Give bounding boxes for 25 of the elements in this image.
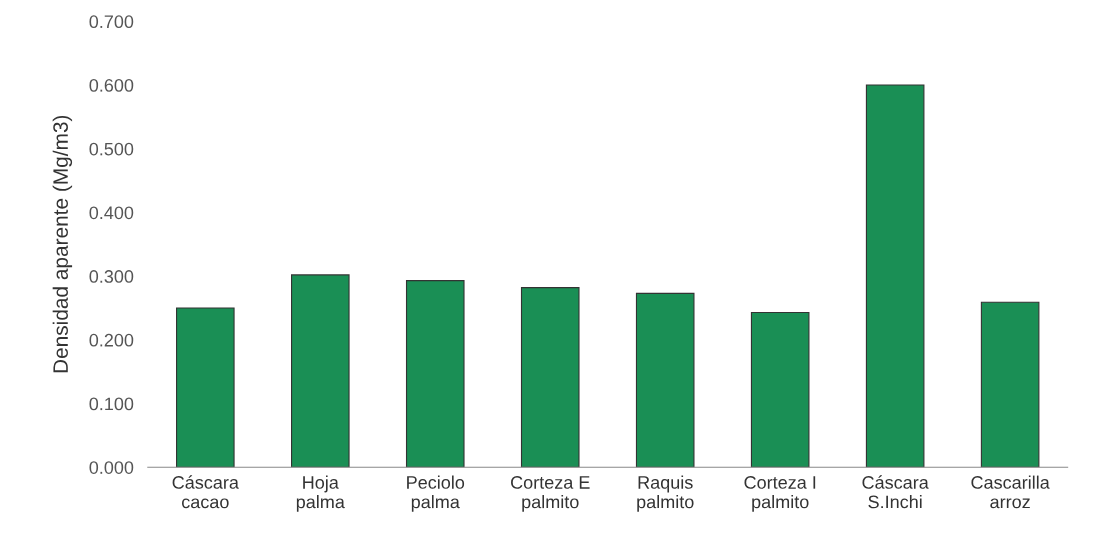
y-tick-label: 0.200 xyxy=(89,333,134,347)
x-tick-label: Cáscara cacao xyxy=(172,475,239,509)
bar xyxy=(176,307,235,468)
y-tick-label: 0.300 xyxy=(89,270,134,283)
y-tick-label: 0.000 xyxy=(89,461,134,474)
bar xyxy=(635,292,695,468)
x-tick-label: Corteza E palmito xyxy=(511,476,590,512)
bar xyxy=(405,280,465,468)
bar xyxy=(865,84,925,468)
x-tick-label: Cascarilla arroz xyxy=(971,475,1050,509)
y-tick-label: 0.600 xyxy=(89,78,134,92)
y-tick-label: 0.700 xyxy=(89,15,134,29)
y-tick-label: 0.100 xyxy=(89,397,134,411)
y-tick-label: 0.500 xyxy=(89,142,134,156)
x-tick-label: Corteza I palmito xyxy=(744,476,816,512)
bar xyxy=(290,274,350,468)
x-tick-label: Hoja palma xyxy=(296,475,345,512)
x-tick-label: Cáscara S.Inchi xyxy=(862,475,929,509)
x-tick-label: Raquis palmito xyxy=(637,475,694,512)
y-tick-label: 0.400 xyxy=(89,206,134,220)
y-axis-title: Densidad aparente (Mg/m3) xyxy=(52,115,73,373)
x-tick-label: Peciolo palma xyxy=(407,475,465,512)
bar xyxy=(750,311,810,468)
bar xyxy=(980,301,1040,468)
bar xyxy=(520,287,580,468)
